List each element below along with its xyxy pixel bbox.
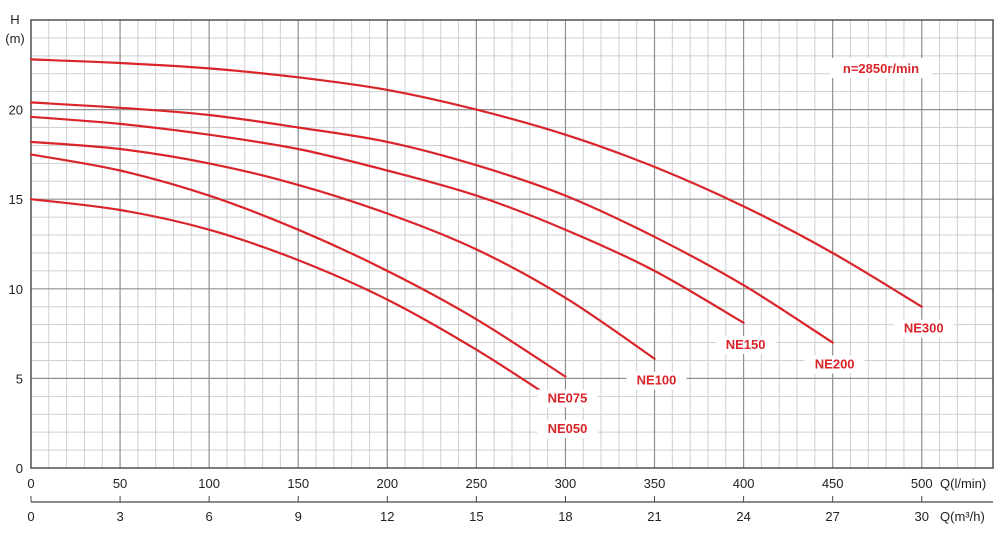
series-line-ne150: [29, 115, 745, 324]
y-tick-label: 5: [16, 371, 23, 386]
y-tick-label: 10: [9, 282, 23, 297]
x2-tick-label: 30: [915, 509, 929, 524]
x2-tick-label: 24: [736, 509, 750, 524]
y-tick-label: 15: [9, 192, 23, 207]
series-label-ne075: NE075: [548, 391, 588, 406]
series-line-ne100: [29, 140, 656, 360]
speed-annotation: n=2850r/min: [843, 61, 919, 76]
y-tick-label: 0: [16, 461, 23, 476]
x-tick-label: 200: [376, 476, 398, 491]
series-line-ne075: [29, 153, 567, 378]
x-tick-label: 50: [113, 476, 127, 491]
series-lines: [29, 58, 923, 409]
x2-tick-label: 9: [295, 509, 302, 524]
series-line-ne300: [29, 58, 923, 308]
series-label-bg-ne300: [893, 319, 954, 338]
x2-tick-label: 18: [558, 509, 572, 524]
y-tick-label: 20: [9, 103, 23, 118]
series-label-bg-ne050: [537, 420, 598, 439]
x-tick-label: 250: [466, 476, 488, 491]
series-line-ne200: [29, 101, 834, 344]
x2-tick-label: 21: [647, 509, 661, 524]
x-tick-label: 0: [27, 476, 34, 491]
x2-tick-label: 0: [27, 509, 34, 524]
grid: [31, 20, 993, 468]
series-label-bg-ne150: [715, 335, 776, 354]
x-tick-label: 450: [822, 476, 844, 491]
x-tick-label: 300: [555, 476, 577, 491]
series-label-ne100: NE100: [637, 373, 677, 388]
x2-tick-label: 15: [469, 509, 483, 524]
series-label-ne150: NE150: [726, 337, 766, 352]
plot-frame: [30, 19, 994, 469]
x2-tick-label: 3: [116, 509, 123, 524]
series-label-ne200: NE200: [815, 357, 855, 372]
series-line-ne050: [29, 198, 567, 409]
x-tick-label: 400: [733, 476, 755, 491]
x2-tick-label: 27: [825, 509, 839, 524]
series-label-bg-ne075: [537, 389, 598, 408]
x2-axis-title: Q(m³/h): [940, 509, 985, 524]
series-label-bg-ne200: [804, 355, 865, 374]
series-labels: NE050 NE075 NE100 NE150 NE200 NE300: [537, 319, 954, 439]
x-tick-label: 350: [644, 476, 666, 491]
series-label-ne300: NE300: [904, 321, 944, 336]
annotation-background: [830, 58, 932, 78]
y-axis-title-letter: H: [10, 12, 19, 27]
y-axis-title-unit: (m): [5, 31, 25, 46]
x2-tick-label: 6: [206, 509, 213, 524]
x-axis-title: Q(l/min): [940, 476, 986, 491]
series-label-bg-ne100: [626, 371, 687, 390]
x-tick-label: 150: [287, 476, 309, 491]
x2-tick-label: 12: [380, 509, 394, 524]
series-label-ne050: NE050: [548, 421, 588, 436]
x-tick-label: 500: [911, 476, 933, 491]
x-tick-label: 100: [198, 476, 220, 491]
